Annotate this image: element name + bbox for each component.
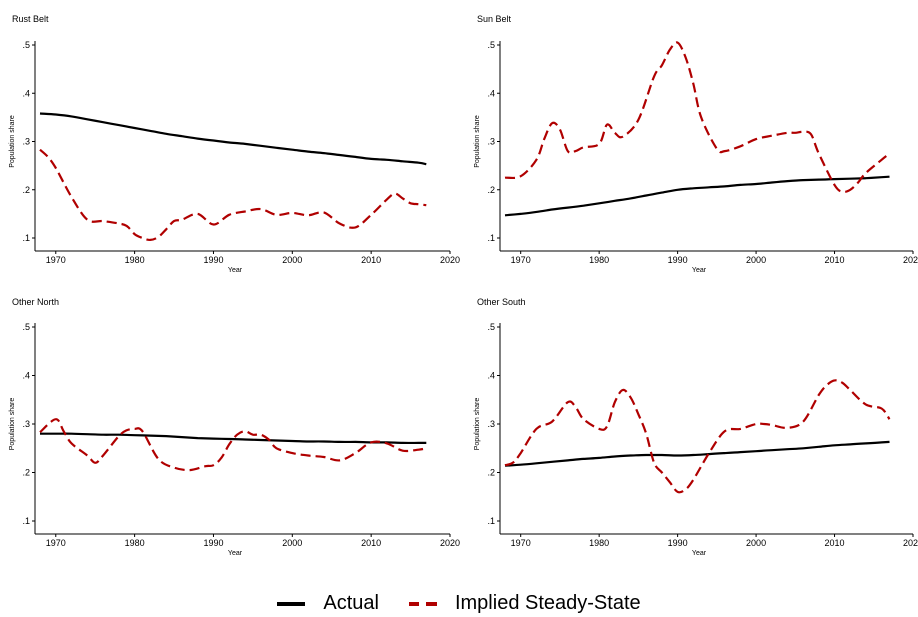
- legend-item-implied: Implied Steady-State: [408, 592, 641, 615]
- panel-other-south: Other South .1 .2 .3 .4 .5 Population share 197…: [474, 297, 918, 557]
- y-tick-label: .3: [22, 419, 30, 429]
- y-tick-label: .5: [22, 40, 30, 50]
- x-tick-label: 1980: [125, 538, 145, 548]
- legend-swatch-implied: [408, 601, 437, 606]
- x-tick-label: 1980: [589, 538, 609, 548]
- panel-sun-belt: Sun Belt .1 .2 .3 .4 .5 Population share 1970 19…: [474, 14, 918, 274]
- panel-title: Sun Belt: [477, 14, 512, 24]
- x-tick-label: 2020: [903, 255, 918, 265]
- x-tick-label: 1970: [46, 538, 66, 548]
- x-tick-label: 2020: [440, 255, 460, 265]
- x-tick-label: 1990: [668, 255, 688, 265]
- series-line-implied-steady-state: [504, 41, 891, 194]
- legend-item-actual: Actual: [277, 592, 379, 615]
- y-tick-label: .2: [487, 468, 495, 478]
- y-tick-label: .3: [487, 419, 495, 429]
- y-axis-label: Population share: [9, 398, 16, 451]
- x-tick-label: 1990: [203, 255, 223, 265]
- y-axis-label: Population share: [474, 115, 481, 168]
- legend-label-implied: Implied Steady-State: [454, 592, 641, 614]
- x-tick-label: 2020: [440, 538, 460, 548]
- y-tick-label: .3: [22, 137, 30, 147]
- y-tick-label: .1: [487, 233, 495, 243]
- series-line-actual: [39, 112, 427, 166]
- panel-title: Other South: [477, 297, 526, 307]
- x-tick-label: 2010: [825, 538, 845, 548]
- x-tick-label: 1970: [511, 255, 531, 265]
- y-tick-label: .2: [22, 468, 30, 478]
- x-tick-label: 1980: [589, 255, 609, 265]
- x-axis-label: Year: [692, 550, 707, 557]
- y-tick-label: .1: [22, 516, 30, 526]
- legend: Actual Implied Steady-State: [0, 590, 918, 617]
- x-tick-label: 1970: [46, 255, 66, 265]
- y-tick-label: .2: [22, 185, 30, 195]
- series-line-implied-steady-state: [39, 418, 427, 472]
- y-tick-label: .1: [22, 233, 30, 243]
- panel-title: Other North: [12, 297, 59, 307]
- legend-label-actual: Actual: [323, 592, 379, 614]
- legend-swatch-actual: [277, 601, 306, 606]
- y-tick-label: .4: [487, 88, 495, 98]
- y-tick-label: .2: [487, 185, 495, 195]
- series-line-actual: [40, 432, 427, 445]
- x-tick-label: 2000: [282, 255, 302, 265]
- x-tick-label: 2010: [361, 538, 381, 548]
- x-axis-label: Year: [692, 267, 707, 274]
- x-tick-label: 2010: [825, 255, 845, 265]
- panel-title: Rust Belt: [12, 14, 49, 24]
- panel-other-north: Other North .1 .2 .3 .4 .5 Population share 197…: [9, 297, 460, 557]
- x-tick-label: 1990: [668, 538, 688, 548]
- series-line-actual: [504, 440, 890, 467]
- y-tick-label: .4: [487, 371, 495, 381]
- y-axis-label: Population share: [9, 115, 16, 168]
- x-tick-label: 2020: [903, 538, 918, 548]
- series-line-implied-steady-state: [39, 148, 427, 242]
- x-axis-label: Year: [228, 550, 243, 557]
- y-tick-label: .5: [487, 322, 495, 332]
- y-tick-label: .5: [22, 322, 30, 332]
- x-tick-label: 2000: [746, 255, 766, 265]
- y-tick-label: .1: [487, 516, 495, 526]
- series-line-actual: [504, 175, 890, 217]
- series-line-implied-steady-state: [504, 379, 891, 494]
- x-tick-label: 1990: [203, 538, 223, 548]
- x-tick-label: 2010: [361, 255, 381, 265]
- y-tick-label: .4: [22, 371, 30, 381]
- y-tick-label: .4: [22, 88, 30, 98]
- x-axis-label: Year: [228, 267, 243, 274]
- y-tick-label: .3: [487, 137, 495, 147]
- y-axis-label: Population share: [474, 398, 481, 451]
- x-tick-label: 2000: [746, 538, 766, 548]
- y-tick-label: .5: [487, 40, 495, 50]
- panel-rust-belt: Rust Belt .1 .2 .3 .4 .5 Population share 1970 1…: [9, 14, 460, 274]
- x-tick-label: 1980: [125, 255, 145, 265]
- x-tick-label: 1970: [511, 538, 531, 548]
- x-tick-label: 2000: [282, 538, 302, 548]
